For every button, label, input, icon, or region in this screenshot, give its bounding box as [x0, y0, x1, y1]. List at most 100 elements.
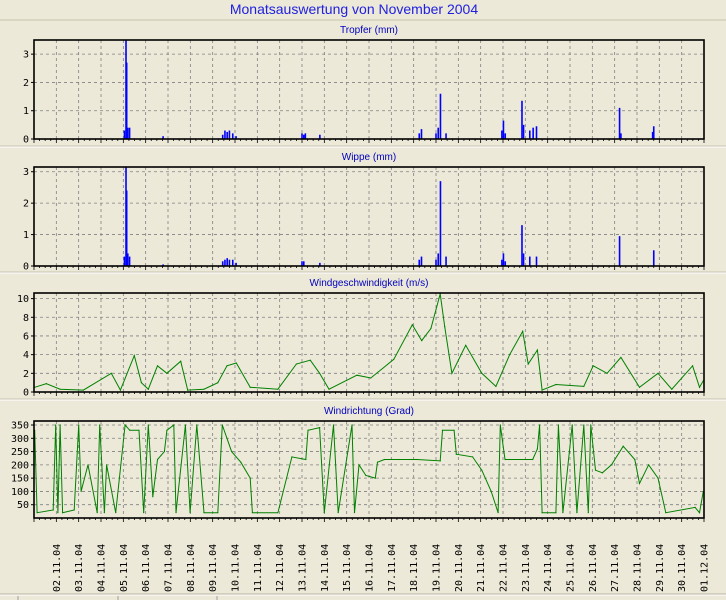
y-tick-label: 1: [23, 106, 29, 117]
data-point: [594, 469, 597, 471]
y-tick-label: 250: [11, 447, 29, 458]
data-point: [307, 429, 309, 431]
data-point: [495, 385, 497, 387]
data-point: [441, 429, 444, 431]
data-point: [374, 477, 376, 479]
data-point: [694, 506, 696, 508]
y-tick-label: 2: [23, 199, 29, 210]
data-point: [509, 354, 511, 356]
x-tick-label: 10.11.04: [231, 544, 242, 592]
x-tick-label: 15.11.04: [342, 544, 353, 592]
x-tick-label: 22.11.04: [499, 544, 510, 592]
data-point: [319, 427, 321, 429]
data-point: [370, 377, 372, 379]
data-point: [291, 456, 293, 458]
data-point: [692, 365, 694, 367]
data-point: [175, 512, 177, 514]
y-tick-label: 150: [11, 474, 29, 485]
data-point: [665, 512, 667, 514]
x-tick-label: 12.11.04: [275, 544, 286, 592]
data-point: [251, 512, 254, 514]
data-point: [99, 424, 101, 426]
data-point: [189, 512, 191, 514]
x-tick-label: 01.12.04: [700, 544, 711, 592]
x-tick-label: 29.11.04: [655, 544, 666, 592]
data-point: [356, 374, 358, 376]
data-point: [421, 340, 423, 342]
data-point: [592, 365, 594, 367]
data-point: [536, 349, 538, 351]
data-point: [638, 386, 641, 388]
data-point: [571, 424, 573, 426]
chart-panel-4: Windrichtung (Grad) 50 100 150 200 250 300 350: [11, 406, 705, 522]
plot-frame: [33, 292, 705, 393]
x-tick-label: 26.11.04: [588, 544, 599, 592]
data-point: [555, 383, 557, 386]
data-point: [103, 512, 105, 514]
data-point: [481, 469, 483, 471]
data-point: [156, 365, 159, 367]
data-point: [80, 490, 82, 493]
x-tick-label: 21.11.04: [476, 544, 487, 592]
data-point: [295, 363, 298, 365]
data-point: [36, 512, 38, 514]
data-point: [465, 344, 467, 346]
x-tick-label: 11.11.04: [253, 544, 264, 592]
data-point: [353, 512, 356, 514]
data-point: [96, 512, 98, 514]
data-point: [57, 512, 59, 514]
data-point: [217, 382, 219, 384]
data-point: [105, 464, 108, 466]
x-axis-labels: 02.11.04 03.11.04 04.11.04 05.11.04 06.11.04…: [52, 544, 711, 592]
y-tick-label: 2: [23, 78, 29, 89]
data-point: [522, 330, 524, 332]
data-point: [393, 358, 395, 360]
data-point: [337, 512, 339, 514]
data-point: [319, 372, 321, 374]
data-point: [610, 464, 613, 466]
x-tick-label: 27.11.04: [610, 544, 621, 592]
data-point: [184, 424, 187, 426]
y-tick-label: 3: [23, 167, 29, 178]
data-point: [541, 389, 543, 391]
data-point: [383, 458, 386, 461]
data-point: [657, 372, 659, 374]
chart-panel-1: Tropfer (mm) 0 1 2 3: [23, 25, 705, 146]
data-point: [430, 327, 432, 330]
data-point: [115, 512, 117, 514]
x-tick-label: 25.11.04: [566, 544, 577, 592]
data-point: [622, 445, 624, 447]
data-point: [147, 424, 149, 426]
data-point: [187, 389, 189, 391]
y-tick-label: 3: [23, 50, 29, 61]
data-point: [309, 359, 311, 361]
x-tick-label: 09.11.04: [208, 544, 219, 592]
data-point: [173, 424, 175, 426]
y-tick-label: 50: [17, 500, 29, 511]
data-point: [87, 464, 89, 466]
data-point: [45, 382, 47, 385]
data-point: [59, 388, 61, 390]
data-point: [240, 461, 242, 463]
x-tick-label: 24.11.04: [543, 544, 554, 592]
data-point: [497, 512, 499, 514]
x-tick-label: 19.11.04: [432, 544, 443, 592]
data-point: [576, 512, 578, 514]
data-point: [541, 512, 543, 514]
data-point: [648, 464, 650, 466]
panel-title: Windgeschwindigkeit (m/s): [310, 278, 429, 289]
data-point: [156, 458, 159, 461]
data-point: [562, 512, 564, 514]
data-point: [133, 354, 135, 357]
x-tick-label: 02.11.04: [52, 544, 63, 592]
data-point: [61, 512, 64, 514]
data-point: [166, 429, 168, 431]
x-tick-label: 03.11.04: [74, 544, 85, 592]
data-point: [129, 429, 131, 431]
data-point: [235, 362, 237, 364]
chart-title: Monatsauswertung von November 2004: [230, 1, 478, 17]
y-tick-label: 4: [23, 350, 29, 361]
data-point: [277, 388, 279, 390]
data-point: [509, 458, 511, 461]
data-point: [555, 512, 557, 514]
